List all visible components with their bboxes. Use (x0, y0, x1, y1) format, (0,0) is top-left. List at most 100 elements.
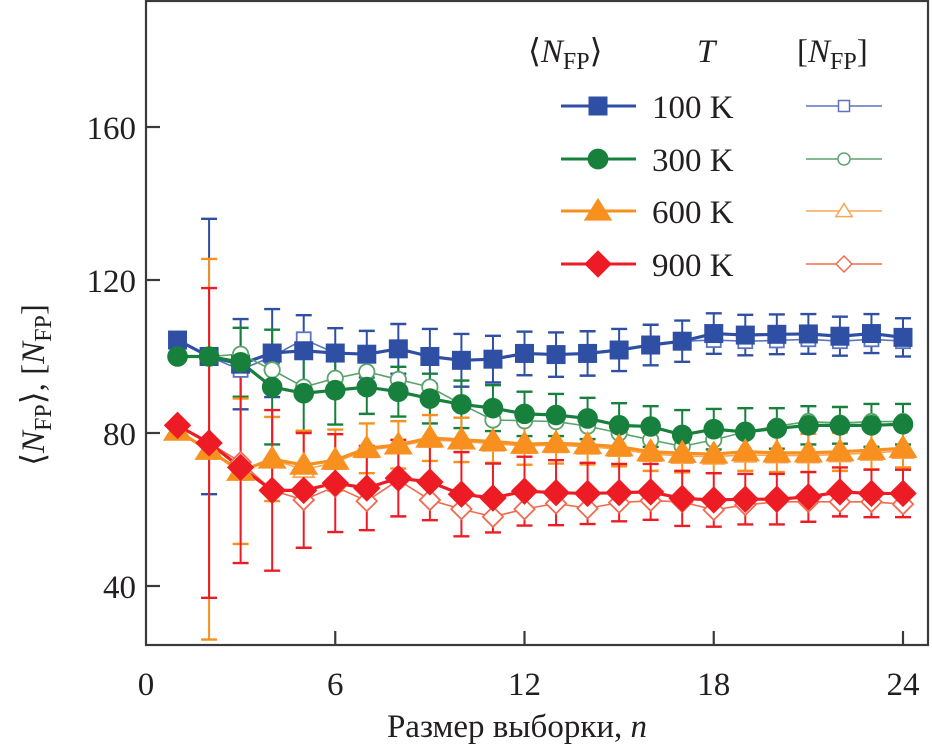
marker-mean-600k (383, 431, 413, 455)
y-tick-label: 40 (103, 570, 136, 606)
legend-item-600k: 600 K (561, 195, 882, 231)
marker-mean-100k (294, 341, 314, 361)
marker-mean-300k (230, 351, 251, 373)
y-tick-label: 80 (103, 417, 136, 453)
marker-mean-300k (293, 382, 315, 404)
marker-mean-900k (353, 474, 381, 502)
marker-mean-100k (830, 326, 850, 346)
marker-mean-100k (325, 343, 345, 363)
marker-mean-300k (640, 416, 661, 437)
marker-mean-100k (704, 324, 724, 344)
marker-mean-100k (641, 335, 661, 355)
marker-mean-300k (608, 415, 630, 436)
x-tick-label: 6 (327, 667, 344, 703)
x-tick-label: 0 (138, 667, 155, 703)
series-lines (176, 331, 904, 518)
legend-label: 300 K (652, 143, 734, 179)
marker-mean-600k (320, 446, 350, 470)
marker-mean-900k (447, 480, 476, 508)
marker-mean-600k (888, 434, 918, 458)
marker-mean-900k (826, 478, 854, 506)
legend-item-900k: 900 K (561, 248, 882, 284)
legend-label: 100 K (652, 90, 734, 126)
marker-mean-100k (262, 343, 282, 363)
legend-label: 900 K (652, 248, 734, 284)
marker-mean-900k (163, 411, 192, 440)
marker-mean-900k (605, 478, 633, 507)
series-markers (162, 324, 918, 529)
marker-mean-300k (451, 394, 472, 415)
marker-mean-100k (861, 324, 881, 344)
x-axis-title: Размер выборки, n (387, 709, 647, 745)
y-tick-label: 120 (87, 264, 137, 300)
marker-mean-900k (636, 478, 665, 506)
marker-median-900k (418, 488, 442, 512)
x-tick-label: 24 (887, 667, 920, 703)
marker-mean-600k (572, 430, 603, 455)
marker-mean-900k (668, 484, 696, 513)
legend-header-median-close: ] (857, 34, 868, 70)
marker-mean-300k (198, 346, 220, 367)
marker-mean-900k (416, 468, 444, 496)
marker-mean-100k (578, 343, 598, 363)
marker-mean-900k (226, 453, 255, 482)
marker-mean-900k (289, 476, 318, 505)
marker-mean-300k (734, 421, 756, 443)
x-axis-title-text: Размер выборки, (387, 709, 631, 745)
marker-mean-100k (168, 330, 188, 350)
marker-mean-900k (542, 478, 570, 507)
y-axis-title: ⟨NFP⟩, [NFP] (16, 304, 57, 466)
marker-mean-300k (482, 397, 504, 419)
marker-mean-600k (793, 439, 823, 463)
legend-marker-median-diamond-icon (834, 254, 854, 274)
marker-mean-100k (357, 344, 377, 364)
marker-mean-600k (352, 434, 382, 458)
plot-frame (144, 0, 930, 647)
line-mean-600k (176, 429, 904, 473)
marker-mean-600k (636, 438, 666, 462)
marker-mean-300k (356, 376, 378, 398)
marker-mean-900k (731, 485, 760, 513)
marker-mean-100k (798, 324, 818, 344)
marker-mean-300k (514, 403, 535, 425)
marker-mean-300k (419, 388, 441, 409)
marker-mean-100k (388, 339, 408, 359)
marker-mean-300k (892, 413, 914, 435)
marker-mean-100k (451, 350, 471, 370)
line-median-600k (177, 430, 904, 473)
line-median-300k (177, 353, 903, 448)
marker-mean-900k (794, 483, 823, 511)
marker-median-900k (576, 496, 600, 520)
marker-mean-900k (321, 469, 349, 497)
marker-mean-600k (667, 439, 697, 463)
marker-mean-300k (766, 418, 788, 439)
marker-mean-900k (889, 479, 917, 508)
legend-item-300k: 300 K (561, 143, 882, 179)
marker-mean-600k (509, 430, 540, 454)
marker-mean-900k (384, 464, 413, 492)
marker-median-300k (263, 361, 281, 379)
x-axis-ticks: 0 6 12 18 24 (138, 631, 920, 703)
legend-header-median-open: [ (797, 34, 808, 70)
y-axis-ticks: 40 80 120 160 (87, 111, 160, 606)
legend-header-mean: ⟨NFP⟩ (528, 34, 602, 75)
y-axis-title-sub: FP (31, 404, 57, 431)
marker-mean-600k (699, 440, 729, 464)
marker-mean-600k (415, 424, 445, 448)
marker-mean-100k (735, 325, 755, 345)
marker-mean-100k (767, 324, 787, 344)
marker-mean-300k (703, 418, 725, 440)
y-axis-title-sub2: FP (31, 315, 57, 342)
marker-mean-600k (730, 438, 760, 462)
marker-mean-900k (573, 479, 602, 508)
legend-marker-mean-diamond-icon (584, 250, 612, 278)
y-axis-title-close: ⟩, [ (16, 364, 52, 404)
marker-mean-300k (829, 415, 851, 436)
legend-marker-median-circle-icon (837, 152, 851, 166)
marker-median-900k (513, 497, 536, 521)
marker-mean-600k (446, 426, 477, 450)
marker-mean-600k (478, 427, 508, 452)
marker-mean-100k (483, 349, 503, 369)
x-tick-label: 12 (508, 667, 541, 703)
